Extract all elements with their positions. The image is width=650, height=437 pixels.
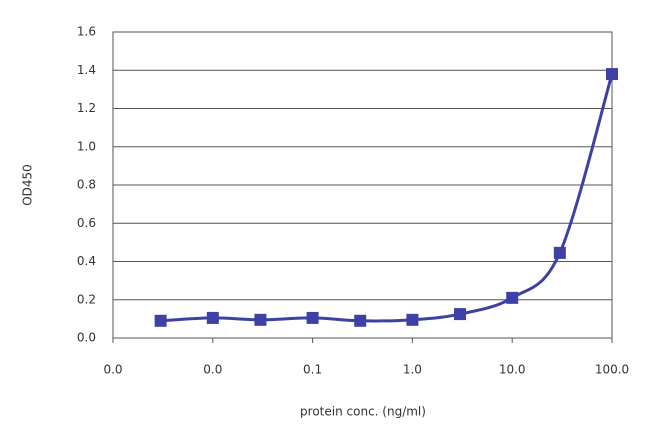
x-tick-label: 0.0 bbox=[203, 363, 222, 377]
x-tick-label: 1.0 bbox=[403, 363, 422, 377]
x-axis-label: protein conc. (ng/ml) bbox=[300, 405, 426, 419]
y-tick-label: 0.2 bbox=[77, 292, 96, 306]
marker bbox=[454, 308, 467, 321]
y-tick-label: 0.0 bbox=[77, 331, 96, 345]
marker bbox=[553, 246, 566, 259]
marker bbox=[254, 313, 267, 326]
y-tick-label: 1.2 bbox=[77, 101, 96, 115]
plot-border bbox=[112, 31, 613, 339]
y-tick-label: 0.4 bbox=[77, 254, 96, 268]
y-tick-label: 0.6 bbox=[77, 216, 96, 230]
y-tick-label: 1.4 bbox=[77, 63, 96, 77]
x-tick-label: 0.0 bbox=[103, 363, 122, 377]
y-tick-label: 1.0 bbox=[77, 139, 96, 153]
series-line bbox=[160, 73, 614, 323]
marker bbox=[306, 311, 319, 324]
x-tick-label: 100.0 bbox=[595, 363, 629, 377]
marker bbox=[154, 314, 167, 327]
marker bbox=[354, 314, 367, 327]
y-tick-label: 0.8 bbox=[77, 178, 96, 192]
marker bbox=[606, 68, 618, 81]
x-tick-label: 10.0 bbox=[499, 363, 526, 377]
y-axis-label: OD450 bbox=[21, 164, 35, 206]
marker bbox=[206, 311, 219, 324]
y-tick-label: 1.6 bbox=[77, 25, 96, 39]
marker bbox=[406, 313, 419, 326]
x-tick-label: 0.1 bbox=[303, 363, 322, 377]
marker bbox=[506, 291, 519, 304]
